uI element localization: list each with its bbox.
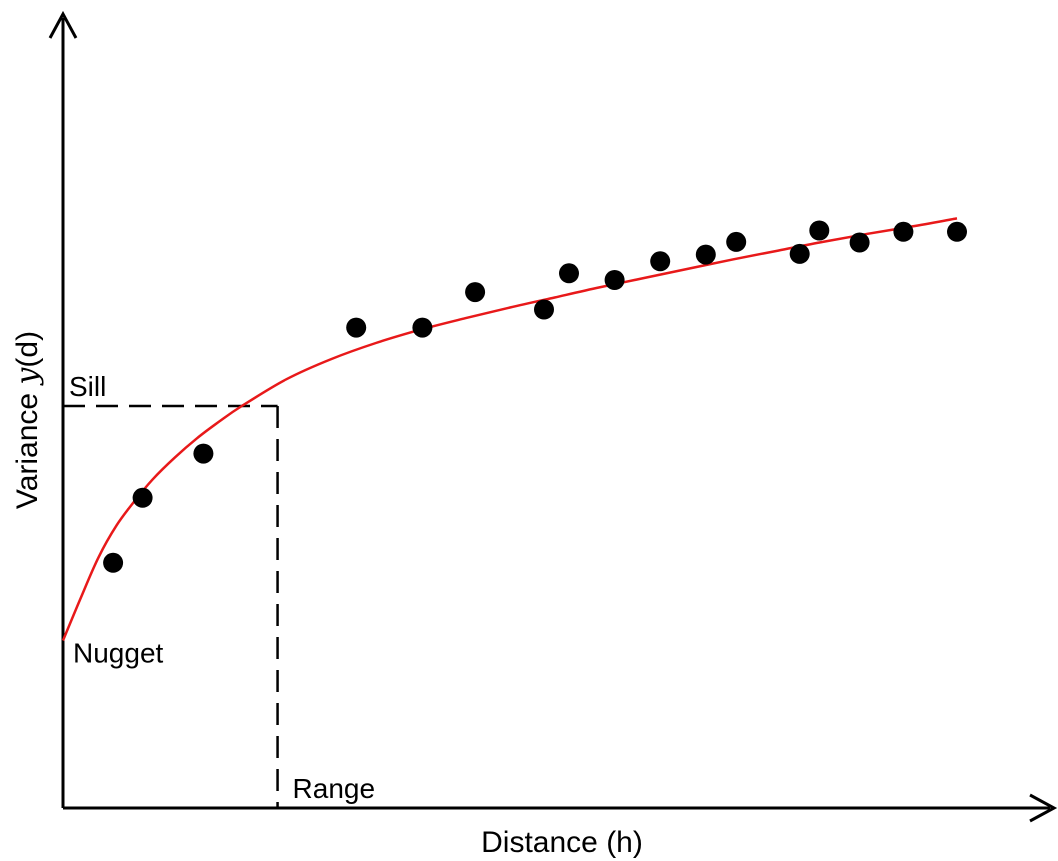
nugget-label: Nugget [73,638,164,669]
data-point [103,552,124,573]
data-point [534,299,554,320]
x-axis-title-text: Distance (h) [481,826,643,859]
y-axis-title-before: Variance [11,385,44,510]
y-axis-title-symbol: y [10,367,45,387]
data-point [809,220,830,241]
data-point [789,243,810,264]
range-label: Range [293,773,376,804]
y-axis-title-after: (d) [11,331,44,368]
sill-label: Sill [69,371,106,402]
data-point [412,317,433,338]
axes [48,10,1058,823]
x-axis-arrowhead [1029,793,1058,823]
data-point [650,251,671,272]
y-axis-title: Variance y(d) [10,331,45,509]
data-point [132,487,153,508]
data-point [726,231,747,252]
reference-lines [63,404,279,808]
data-point [193,443,214,464]
data-point [947,221,967,242]
y-axis-arrowhead [48,10,78,39]
fitted-curve [61,217,958,641]
data-point [695,244,716,265]
data-points-layer [103,220,967,573]
x-axis-title: Distance (h) [481,826,643,859]
data-point [346,317,367,338]
data-point [849,232,870,253]
fitted-curve-layer [61,217,958,641]
data-point [465,282,486,303]
data-point [559,263,579,284]
data-point [893,221,914,242]
data-point [604,270,625,290]
